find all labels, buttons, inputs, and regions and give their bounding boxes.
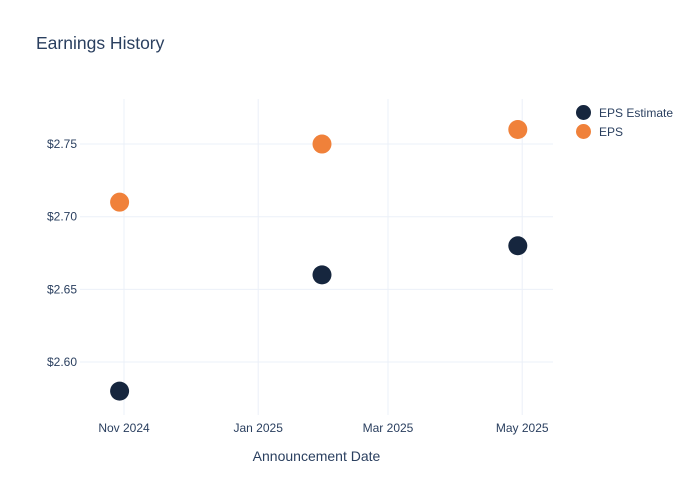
legend-item-eps[interactable]: EPS: [576, 124, 673, 139]
x-tick-label: Jan 2025: [234, 421, 284, 435]
data-point-eps[interactable]: [508, 120, 528, 140]
data-point-eps-estimate[interactable]: [312, 265, 332, 285]
eps-estimate-marker-icon: [576, 105, 591, 120]
x-tick-label: Nov 2024: [98, 421, 150, 435]
legend-item-eps-estimate[interactable]: EPS Estimate: [576, 105, 673, 120]
legend: EPS Estimate EPS: [576, 105, 673, 139]
x-tick-label: May 2025: [496, 421, 549, 435]
legend-label-eps-estimate: EPS Estimate: [599, 105, 674, 120]
data-point-eps-estimate[interactable]: [110, 381, 130, 401]
legend-label-eps: EPS: [599, 124, 624, 139]
eps-marker-icon: [576, 124, 591, 139]
x-tick-label: Mar 2025: [363, 421, 414, 435]
x-axis-title: Announcement Date: [252, 448, 381, 464]
data-point-eps-estimate[interactable]: [508, 236, 528, 256]
y-tick-label: $2.65: [47, 282, 77, 296]
data-point-eps[interactable]: [312, 134, 332, 154]
y-tick-label: $2.75: [47, 137, 77, 151]
chart-title: Earnings History: [36, 33, 165, 53]
y-tick-label: $2.60: [47, 355, 77, 369]
data-point-eps[interactable]: [110, 192, 130, 212]
y-tick-label: $2.70: [47, 210, 77, 224]
